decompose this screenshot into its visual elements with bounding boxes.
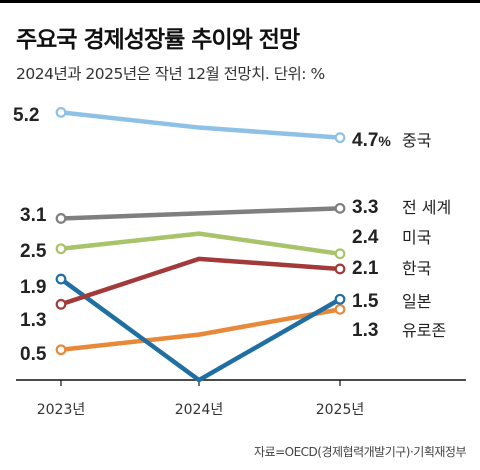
data-label: 3.1	[20, 205, 47, 226]
percent-suffix: %	[378, 133, 391, 149]
data-point	[55, 243, 67, 255]
series-name-label: 일본	[402, 292, 431, 311]
series-name-label: 중국	[402, 131, 431, 150]
series-line	[58, 256, 343, 307]
series-name-label: 미국	[402, 228, 431, 247]
data-label: 1.5	[352, 291, 379, 312]
series-line	[58, 206, 343, 221]
data-label: 1.9	[20, 277, 46, 298]
data-label: 4.7%	[352, 130, 391, 151]
series-name-label: 한국	[402, 259, 431, 278]
chart-title: 주요국 경제성장률 추이와 전망	[16, 27, 300, 53]
top-rule	[0, 0, 480, 3]
data-label: 1.3	[20, 310, 46, 331]
data-point	[334, 263, 346, 275]
series-line	[58, 110, 343, 140]
data-point	[334, 202, 346, 214]
data-point	[334, 248, 346, 260]
x-tick-label: 2023년	[37, 402, 86, 418]
source-note: 자료=OECD(경제협력개발기구)·기획재정부	[254, 445, 466, 459]
data-point	[55, 273, 67, 285]
data-point	[55, 344, 67, 356]
data-label: 5.2	[13, 105, 39, 126]
data-label: 2.4	[352, 227, 379, 248]
series-line	[58, 307, 343, 352]
data-label: 0.5	[20, 344, 47, 365]
data-point	[334, 303, 346, 315]
data-point	[334, 293, 346, 305]
data-label: 2.5	[20, 241, 47, 262]
series-line	[58, 231, 343, 257]
data-point	[55, 298, 67, 310]
data-point	[55, 106, 67, 118]
chart-subtitle: 2024년과 2025년은 작년 12월 전망치. 단위: %	[16, 65, 325, 83]
x-tick-label: 2025년	[316, 402, 365, 418]
data-label: 3.3	[352, 197, 378, 218]
data-label: 2.1	[352, 258, 379, 279]
data-label: 1.3	[352, 320, 378, 341]
series-line	[58, 276, 343, 383]
x-tick-label: 2024년	[175, 402, 224, 418]
data-point	[334, 132, 346, 144]
series-name-label: 전 세계	[402, 198, 451, 217]
series-name-label: 유로존	[402, 321, 446, 340]
data-point	[55, 213, 67, 224]
